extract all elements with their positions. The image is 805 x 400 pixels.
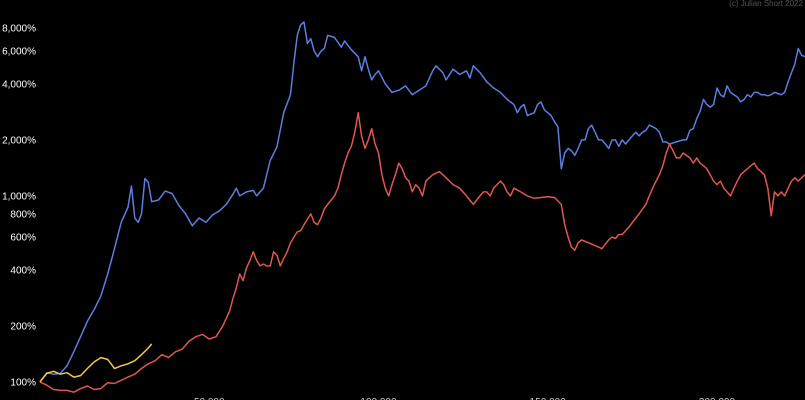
series-layer — [40, 22, 805, 392]
y-tick-label: 1,000% — [2, 191, 36, 202]
y-tick-label: 2,000% — [2, 135, 36, 146]
y-tick-label: 600% — [10, 233, 36, 244]
y-tick-label: 800% — [10, 209, 36, 220]
credit-text: (c) Julian Short 2022 — [729, 0, 803, 8]
y-tick-label: 8,000% — [2, 23, 36, 34]
y-tick-label: 400% — [10, 265, 36, 276]
series-line-3 — [40, 344, 152, 382]
y-tick-label: 4,000% — [2, 79, 36, 90]
series-line-2 — [40, 113, 805, 393]
y-axis-labels: 100% 200% 400% 600% 800% 1,000% 2,000% 4,000% 6,… — [2, 23, 36, 388]
y-tick-label: 100% — [10, 377, 36, 388]
y-tick-label: 6,000% — [2, 47, 36, 58]
series-line-1 — [40, 22, 805, 382]
y-tick-label: 200% — [10, 321, 36, 332]
